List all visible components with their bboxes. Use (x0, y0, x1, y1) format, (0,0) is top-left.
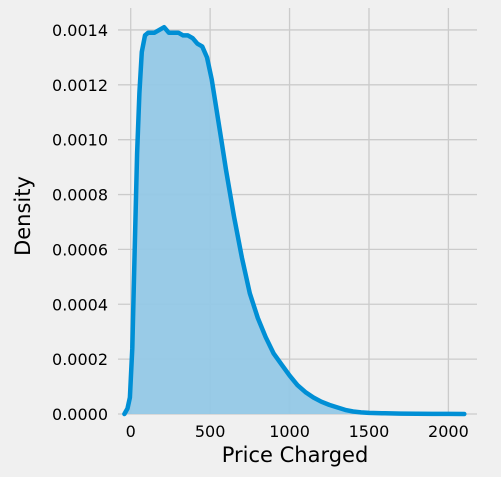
y-tick-label: 0.0006 (52, 240, 108, 259)
y-tick-label: 0.0012 (52, 76, 108, 95)
plot-area (122, 24, 467, 417)
x-tick-label: 0 (126, 422, 136, 441)
density-area (124, 27, 465, 414)
y-tick-label: 0.0008 (52, 186, 108, 205)
y-tick-label: 0.0010 (52, 131, 108, 150)
y-tick-label: 0.0002 (52, 350, 108, 369)
y-tick-label: 0.0000 (52, 405, 108, 424)
x-tick-label: 1000 (269, 422, 310, 441)
x-tick-label: 500 (195, 422, 226, 441)
tick-labels: 0 500 1000 1500 2000 0.0000 0.0002 0.0004 0.0006… (52, 21, 469, 441)
y-tick-label: 0.0004 (52, 295, 108, 314)
x-tick-label: 2000 (428, 422, 469, 441)
y-axis-label: Density (11, 176, 35, 256)
x-tick-label: 1500 (349, 422, 390, 441)
density-line (122, 24, 467, 417)
y-tick-label: 0.0014 (52, 21, 108, 40)
x-axis-label: Price Charged (222, 443, 369, 467)
